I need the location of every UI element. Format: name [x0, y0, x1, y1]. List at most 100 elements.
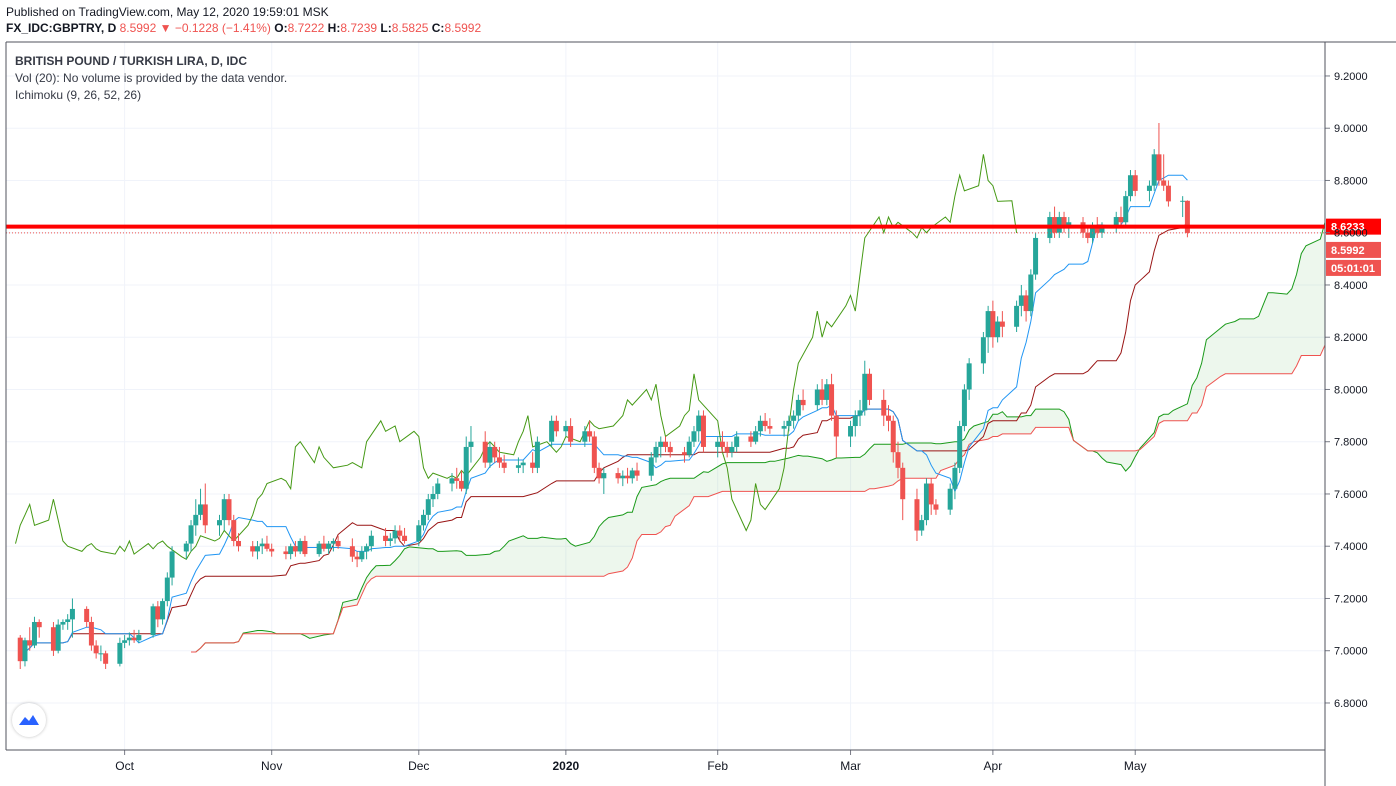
candle-body: [36, 621, 42, 628]
price-change: −0.1228 (−1.41%): [174, 21, 271, 35]
candle-body: [900, 467, 906, 500]
candle-body: [601, 473, 607, 479]
horizontal-line-price-label: 8.6233: [1331, 222, 1365, 234]
candle-body: [582, 431, 588, 442]
candle-body: [800, 399, 806, 406]
candle-body: [952, 467, 958, 489]
candle-body: [995, 321, 1001, 338]
candle-body: [895, 452, 901, 468]
candle-body: [1033, 237, 1039, 275]
x-tick-label: Oct: [115, 759, 134, 773]
candle-body: [867, 373, 873, 400]
candle-body: [349, 546, 355, 557]
high-label: H:: [327, 21, 341, 35]
candle-body: [430, 493, 436, 500]
candle-body: [620, 475, 626, 479]
candle-body: [84, 608, 90, 622]
candle-body: [700, 415, 706, 447]
candle-body: [496, 457, 502, 463]
y-tick-label: 6.8000: [1334, 698, 1368, 710]
x-tick-label: 2020: [553, 759, 580, 773]
candle-body: [1113, 217, 1119, 228]
candle-body: [359, 551, 365, 560]
legend-ichimoku[interactable]: Ichimoku (9, 26, 52, 26): [15, 88, 142, 102]
candle-body: [1099, 227, 1105, 233]
header: Published on TradingView.com, May 12, 20…: [6, 4, 481, 36]
candle-body: [753, 431, 759, 442]
tradingview-logo-icon[interactable]: [12, 703, 46, 737]
candle-body: [563, 426, 569, 432]
candle-body: [454, 478, 460, 481]
candle-body: [515, 465, 521, 468]
candle-body: [530, 462, 536, 468]
candle-body: [729, 446, 735, 453]
candle-body: [715, 441, 721, 447]
candle-body: [919, 520, 925, 531]
candle-body: [155, 606, 161, 620]
y-tick-label: 8.2000: [1334, 332, 1368, 344]
candle-body: [1132, 175, 1138, 191]
candle-body: [368, 535, 374, 547]
candle-body: [757, 420, 763, 432]
candle-body: [1161, 180, 1167, 186]
candle-body: [98, 653, 104, 655]
candle-body: [852, 415, 858, 427]
candle-body: [653, 446, 659, 458]
tenkan-sen-line: [20, 174, 1188, 653]
candle-body: [1184, 200, 1190, 233]
candlestick-series: [17, 122, 1190, 670]
candle-body: [862, 373, 868, 411]
chart-legend: BRITISH POUND / TURKISH LIRA, D, IDC Vol…: [15, 53, 287, 104]
legend-volume[interactable]: Vol (20): No volume is provided by the d…: [15, 71, 288, 85]
candle-body: [235, 540, 241, 547]
candle-body: [748, 436, 754, 442]
candle-body: [791, 415, 797, 421]
y-tick-label: 7.0000: [1334, 646, 1368, 658]
candle-body: [188, 525, 194, 544]
candle-body: [302, 540, 308, 555]
candle-body: [492, 446, 498, 458]
candle-body: [966, 363, 972, 390]
candle-body: [724, 446, 730, 453]
candle-body: [928, 483, 934, 505]
candle-body: [625, 475, 631, 479]
y-tick-label: 9.0000: [1334, 123, 1368, 135]
senkou-span-a-line: [191, 222, 1326, 653]
close-price-label-bg: [1326, 241, 1381, 258]
low-label: L:: [380, 21, 392, 35]
candle-body: [416, 525, 422, 541]
candle-body: [425, 499, 431, 515]
ichimoku-cloud: [191, 222, 1326, 653]
published-line: Published on TradingView.com, May 12, 20…: [6, 5, 329, 19]
legend-title[interactable]: BRITISH POUND / TURKISH LIRA, D, IDC: [15, 54, 248, 68]
candle-body: [881, 399, 887, 416]
candle-body: [164, 577, 170, 602]
candle-body: [269, 548, 275, 552]
candle-body: [250, 546, 256, 552]
candle-body: [990, 311, 996, 338]
candle-body: [686, 441, 692, 455]
candle-body: [615, 473, 621, 479]
candle-body: [667, 446, 673, 453]
candle-body: [734, 436, 740, 447]
x-tick-label: Dec: [408, 759, 429, 773]
y-tick-label: 7.2000: [1334, 593, 1368, 605]
candle-body: [254, 546, 260, 552]
candle-body: [316, 543, 322, 555]
candle-body: [520, 462, 526, 466]
candle-body: [463, 446, 469, 489]
candle-body: [848, 426, 854, 437]
candle-body: [1028, 274, 1034, 312]
candle-body: [264, 543, 270, 549]
candle-body: [55, 624, 61, 651]
y-tick-label: 8.8000: [1334, 175, 1368, 187]
candle-body: [857, 410, 863, 416]
candle-body: [923, 483, 929, 521]
candle-body: [957, 426, 963, 468]
candle-body: [354, 556, 360, 560]
open-label: O:: [274, 21, 288, 35]
symbol-ohlc-line: FX_IDC:GBPTRY, D 8.5992 ▼ −0.1228 (−1.41…: [6, 20, 481, 36]
